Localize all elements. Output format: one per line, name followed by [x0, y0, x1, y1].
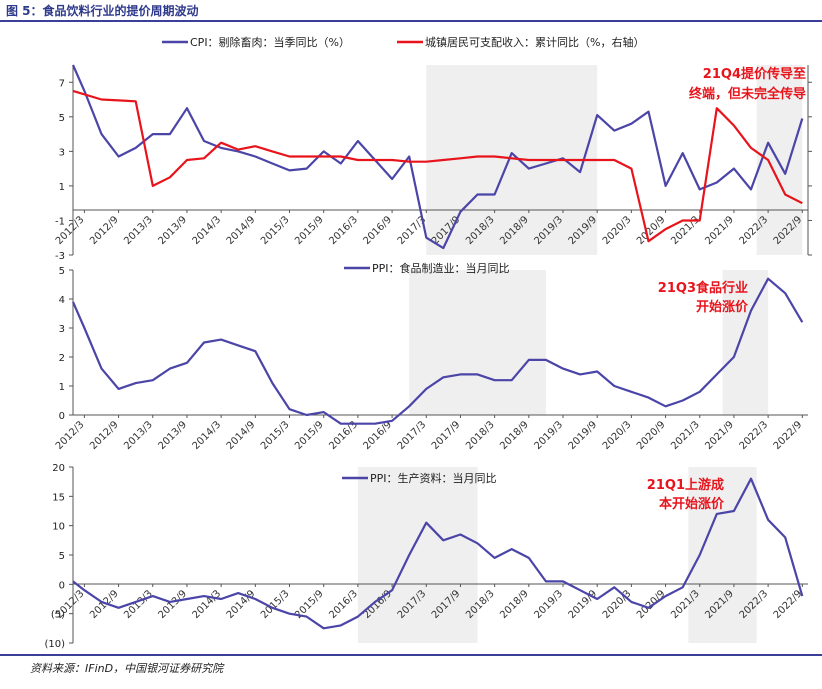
annotation-text: 21Q1上游成: [647, 477, 724, 493]
x-tick-label: 2019/9: [567, 588, 600, 621]
y-tick-label: 7: [59, 78, 65, 89]
x-tick-label: 2018/9: [498, 419, 531, 452]
y-tick-label: 1: [59, 182, 65, 193]
x-tick-label: 2012/3: [54, 588, 87, 621]
y-tick-label: 5: [59, 113, 65, 124]
series-line: [72, 89, 803, 243]
x-tick-label: 2015/3: [259, 419, 292, 452]
x-tick-label: 2021/9: [703, 419, 736, 452]
y-tick-label: 0: [59, 580, 65, 591]
x-tick-label: 2019/3: [532, 419, 565, 452]
x-tick-label: 2012/9: [88, 419, 121, 452]
shaded-period: [357, 467, 478, 643]
x-tick-label: 2013/3: [122, 419, 155, 452]
x-tick-label: 2022/9: [772, 419, 805, 452]
annotation-text: 终端，但未完全传导: [689, 86, 806, 102]
x-tick-label: 2013/3: [122, 214, 155, 247]
y-tick-label: 10: [52, 522, 65, 533]
legend-label: CPI：剔除畜肉：当季同比（%）: [190, 35, 350, 49]
x-tick-label: 2014/9: [225, 419, 258, 452]
x-tick-label: 2012/3: [54, 419, 87, 452]
series-line: [71, 277, 804, 425]
annotation-text: 21Q3食品行业: [658, 280, 748, 296]
y-tick-label: -1: [55, 216, 65, 227]
y-tick-label: 2: [59, 353, 65, 364]
x-tick-label: 2021/3: [669, 419, 702, 452]
x-tick-label: 2022/3: [738, 419, 771, 452]
x-tick-label: 2014/3: [191, 419, 224, 452]
x-tick-label: 2018/9: [498, 588, 531, 621]
x-tick-label: 2015/3: [259, 588, 292, 621]
x-tick-label: 2013/9: [156, 588, 189, 621]
x-tick-label: 2015/9: [293, 419, 326, 452]
y-tick-label: 4: [59, 295, 65, 306]
y-tick-label: 15: [52, 492, 65, 503]
x-tick-label: 2020/3: [601, 419, 634, 452]
x-tick-label: 2014/3: [191, 214, 224, 247]
legend-label: PPI：食品制造业：当月同比: [372, 261, 510, 275]
figure-title: 图 5：食品饮料行业的提价周期波动: [6, 4, 199, 18]
x-tick-label: 2020/3: [601, 214, 634, 247]
shaded-period: [409, 270, 546, 415]
y-tick-label: 20: [52, 463, 65, 474]
shaded-period: [756, 65, 803, 255]
x-tick-label: 2018/3: [464, 419, 497, 452]
x-tick-label: 2022/9: [772, 588, 805, 621]
x-tick-label: 2013/9: [156, 214, 189, 247]
annotation-text: 本开始涨价: [659, 496, 725, 512]
x-tick-label: 2017/9: [430, 419, 463, 452]
x-tick-label: 2016/3: [327, 588, 360, 621]
y-tick-label: 5: [59, 266, 65, 277]
x-tick-label: 2014/3: [191, 588, 224, 621]
bottom-rule: [0, 654, 822, 656]
x-tick-label: 2013/9: [156, 419, 189, 452]
legend-label: 城镇居民可支配收入：累计同比（%，右轴）: [425, 35, 644, 49]
x-tick-label: 2021/3: [669, 214, 702, 247]
y-tick-label: 1: [59, 382, 65, 393]
x-tick-label: 2015/3: [259, 214, 292, 247]
y-tick-label: (10): [44, 639, 65, 650]
x-tick-label: 2021/9: [703, 214, 736, 247]
y-tick-label: 0: [59, 411, 65, 422]
source-note: 资料来源：IFinD，中国银河证券研究院: [30, 662, 224, 675]
x-tick-label: 2019/9: [567, 419, 600, 452]
series-line: [71, 64, 804, 250]
x-tick-label: 2016/3: [327, 214, 360, 247]
y-tick-label: 3: [59, 324, 65, 335]
x-tick-label: 2017/3: [396, 419, 429, 452]
x-tick-label: 2016/9: [362, 214, 395, 247]
x-tick-label: 2012/9: [88, 214, 121, 247]
y-tick-label: -3: [55, 251, 65, 262]
series-line: [72, 477, 804, 630]
x-tick-label: 2014/9: [225, 214, 258, 247]
y-tick-label: 5: [59, 551, 65, 562]
y-tick-label: (5): [51, 610, 65, 621]
annotation-text: 开始涨价: [696, 299, 749, 315]
annotation-text: 21Q4提价传导至: [703, 66, 806, 82]
y-tick-label: 3: [59, 147, 65, 158]
legend-label: PPI：生产资料：当月同比: [370, 471, 497, 485]
x-tick-label: 2020/9: [635, 419, 668, 452]
x-tick-label: 2019/3: [532, 588, 565, 621]
x-tick-label: 2012/9: [88, 588, 121, 621]
panel-ppi-food: 0 1 2 3 4 5 2012/3 2012/9 2013/3 2013/9 2014/3 2014…: [54, 261, 808, 452]
title-rule: [0, 20, 822, 22]
x-tick-label: 2015/9: [293, 214, 326, 247]
